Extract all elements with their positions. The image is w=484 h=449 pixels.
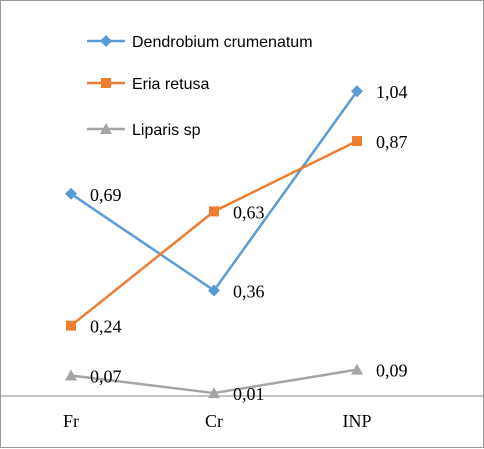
x-tick-label-fr: Fr	[63, 411, 79, 431]
legend-label-eria-retusa: Eria retusa	[132, 76, 209, 93]
data-point-dendrobium-crumenatum-fr	[65, 187, 77, 200]
data-label-dendrobium-crumenatum-inp: 1,04	[376, 82, 408, 102]
legend-marker-eria-retusa	[101, 78, 111, 88]
data-point-dendrobium-crumenatum-cr	[208, 284, 220, 297]
data-point-liparis-sp-fr	[65, 369, 77, 381]
data-point-liparis-sp-inp	[351, 363, 363, 375]
data-label-eria-retusa-inp: 0,87	[376, 132, 408, 152]
data-point-eria-retusa-cr	[209, 206, 219, 217]
data-label-dendrobium-crumenatum-cr: 0,36	[233, 282, 265, 302]
data-point-liparis-sp-cr	[208, 387, 220, 399]
x-tick-label-inp: INP	[342, 411, 371, 431]
data-point-eria-retusa-inp	[352, 136, 362, 147]
data-point-eria-retusa-fr	[66, 320, 76, 331]
x-tick-label-cr: Cr	[205, 411, 223, 431]
legend-label-liparis-sp: Liparis sp	[132, 122, 201, 139]
data-label-liparis-sp-cr: 0,01	[233, 384, 265, 404]
data-label-dendrobium-crumenatum-fr: 0,69	[90, 185, 122, 205]
series-line-eria-retusa	[70, 139, 358, 327]
data-label-eria-retusa-fr: 0,24	[90, 317, 122, 337]
data-label-liparis-sp-fr: 0,07	[90, 366, 122, 386]
legend-marker-dendrobium-crumenatum	[100, 35, 112, 47]
data-point-dendrobium-crumenatum-inp	[351, 85, 363, 98]
legend-marker-liparis-sp	[100, 123, 112, 134]
legend-label-dendrobium-crumenatum: Dendrobium crumenatum	[132, 34, 313, 51]
data-label-eria-retusa-cr: 0,63	[233, 202, 265, 222]
data-label-liparis-sp-inp: 0,09	[376, 361, 408, 381]
